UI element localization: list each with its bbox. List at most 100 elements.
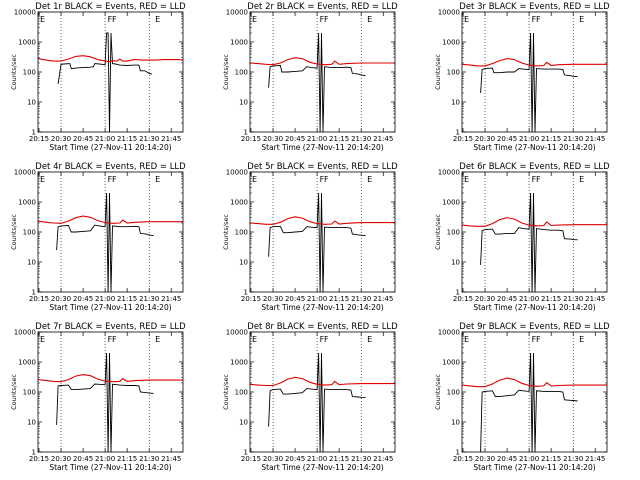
lld-series-line bbox=[37, 55, 184, 63]
x-axis-label: Start Time (27-Nov-11 20:14:20) bbox=[473, 143, 595, 152]
y-tick-label: 10000 bbox=[226, 329, 248, 337]
y-axis-label: Counts/sec bbox=[222, 54, 230, 90]
y-tick-label: 10000 bbox=[14, 329, 36, 337]
y-tick-label: 1 bbox=[32, 289, 36, 297]
y-tick-label: 10000 bbox=[226, 169, 248, 177]
x-tick-label: 21:00 bbox=[95, 455, 115, 463]
x-tick-label: 21:15 bbox=[117, 295, 137, 303]
flag-marker: E bbox=[155, 175, 160, 184]
y-tick-label: 1000 bbox=[18, 39, 36, 47]
x-tick-label: 21:00 bbox=[519, 455, 539, 463]
y-tick-label: 10000 bbox=[14, 169, 36, 177]
x-tick-label: 21:30 bbox=[563, 135, 583, 143]
x-tick-label: 21:00 bbox=[95, 135, 115, 143]
detector-panel-5: Det 5r BLACK = Events, RED = LLD E F F E 1 10 1… bbox=[222, 162, 398, 312]
x-tick-label: 21:15 bbox=[117, 455, 137, 463]
flag-marker: E bbox=[40, 175, 45, 184]
detector-panel-9: Det 9r BLACK = Events, RED = LLD E F F E 1 10 1… bbox=[434, 322, 610, 472]
lld-series-line bbox=[37, 215, 183, 224]
x-tick-label: 20:30 bbox=[475, 295, 495, 303]
flag-marker: E bbox=[367, 15, 372, 24]
x-tick-label: 20:30 bbox=[475, 135, 495, 143]
y-axis-label: Counts/sec bbox=[10, 214, 18, 250]
y-axis-label: Counts/sec bbox=[222, 374, 230, 410]
flag-marker: E bbox=[40, 15, 45, 24]
y-tick-label: 10 bbox=[451, 259, 460, 267]
flag-marker: E bbox=[252, 175, 257, 184]
y-tick-label: 1000 bbox=[442, 359, 460, 367]
y-tick-label: 1 bbox=[456, 449, 460, 457]
y-tick-label: 1 bbox=[244, 129, 248, 137]
flag-marker: F bbox=[108, 15, 113, 24]
flag-marker: F bbox=[108, 335, 113, 344]
x-tick-label: 21:45 bbox=[373, 295, 393, 303]
x-tick-label: 21:00 bbox=[307, 135, 327, 143]
x-axis-label: Start Time (27-Nov-11 20:14:20) bbox=[49, 303, 171, 312]
flag-marker: F bbox=[536, 15, 541, 24]
y-tick-label: 1000 bbox=[18, 359, 36, 367]
detector-panel-3: Det 3r BLACK = Events, RED = LLD E F F E 1 10 1… bbox=[434, 2, 610, 152]
y-tick-label: 10 bbox=[27, 419, 36, 427]
y-tick-label: 10000 bbox=[14, 9, 36, 17]
x-tick-label: 20:45 bbox=[73, 295, 93, 303]
flag-marker: E bbox=[367, 335, 372, 344]
x-axis-label: Start Time (27-Nov-11 20:14:20) bbox=[49, 143, 171, 152]
x-tick-label: 21:45 bbox=[161, 295, 181, 303]
x-tick-label: 21:15 bbox=[329, 455, 349, 463]
x-tick-label: 21:30 bbox=[351, 135, 371, 143]
x-tick-label: 21:30 bbox=[139, 295, 159, 303]
y-axis-label: Counts/sec bbox=[434, 54, 442, 90]
panel-title: Det 3r BLACK = Events, RED = LLD bbox=[459, 2, 610, 12]
flag-marker: F bbox=[536, 335, 541, 344]
flag-marker: F bbox=[320, 175, 325, 184]
flag-marker: E bbox=[464, 335, 469, 344]
y-tick-label: 1 bbox=[32, 129, 36, 137]
x-tick-label: 21:15 bbox=[541, 135, 561, 143]
flag-marker: F bbox=[324, 335, 329, 344]
x-tick-label: 21:30 bbox=[139, 455, 159, 463]
panel-title: Det 7r BLACK = Events, RED = LLD bbox=[35, 322, 186, 332]
x-tick-label: 20:45 bbox=[497, 135, 517, 143]
x-tick-label: 21:00 bbox=[95, 295, 115, 303]
y-tick-label: 1000 bbox=[442, 39, 460, 47]
y-tick-label: 100 bbox=[23, 69, 36, 77]
detector-panel-7: Det 7r BLACK = Events, RED = LLD E F F E 1 10 1… bbox=[10, 322, 186, 472]
flag-marker: F bbox=[532, 335, 537, 344]
events-series-line bbox=[268, 352, 366, 453]
events-series-line bbox=[480, 192, 578, 293]
x-axis-label: Start Time (27-Nov-11 20:14:20) bbox=[261, 463, 383, 472]
x-axis-label: Start Time (27-Nov-11 20:14:20) bbox=[473, 303, 595, 312]
x-tick-label: 21:00 bbox=[519, 135, 539, 143]
x-tick-label: 20:30 bbox=[263, 295, 283, 303]
flag-marker: E bbox=[252, 335, 257, 344]
panel-title: Det 2r BLACK = Events, RED = LLD bbox=[247, 2, 398, 12]
x-tick-label: 20:45 bbox=[497, 455, 517, 463]
x-tick-label: 21:00 bbox=[519, 295, 539, 303]
flag-marker: E bbox=[579, 335, 584, 344]
x-tick-label: 20:45 bbox=[285, 295, 305, 303]
x-tick-label: 21:30 bbox=[351, 455, 371, 463]
x-tick-label: 20:30 bbox=[263, 455, 283, 463]
x-tick-label: 20:45 bbox=[73, 135, 93, 143]
y-tick-label: 100 bbox=[23, 389, 36, 397]
flag-marker: F bbox=[532, 175, 537, 184]
y-tick-label: 10000 bbox=[438, 329, 460, 337]
flag-marker: E bbox=[464, 15, 469, 24]
x-axis-label: Start Time (27-Nov-11 20:14:20) bbox=[261, 143, 383, 152]
x-tick-label: 20:30 bbox=[51, 295, 71, 303]
flag-marker: E bbox=[155, 15, 160, 24]
detector-panel-4: Det 4r BLACK = Events, RED = LLD E F F E 1 10 1… bbox=[10, 162, 186, 312]
flag-marker: E bbox=[252, 15, 257, 24]
y-tick-label: 1000 bbox=[442, 199, 460, 207]
y-tick-label: 100 bbox=[23, 229, 36, 237]
y-tick-label: 100 bbox=[447, 389, 460, 397]
lld-series-line bbox=[249, 376, 395, 387]
y-axis-label: Counts/sec bbox=[10, 374, 18, 410]
flag-marker: F bbox=[324, 15, 329, 24]
x-tick-label: 21:30 bbox=[563, 295, 583, 303]
flag-marker: E bbox=[40, 335, 45, 344]
x-tick-label: 21:45 bbox=[161, 455, 181, 463]
detector-panel-1: Det 1r BLACK = Events, RED = LLD E F F E 1 10 1… bbox=[10, 2, 186, 152]
x-tick-label: 20:15 bbox=[453, 135, 473, 143]
flag-marker: F bbox=[320, 335, 325, 344]
